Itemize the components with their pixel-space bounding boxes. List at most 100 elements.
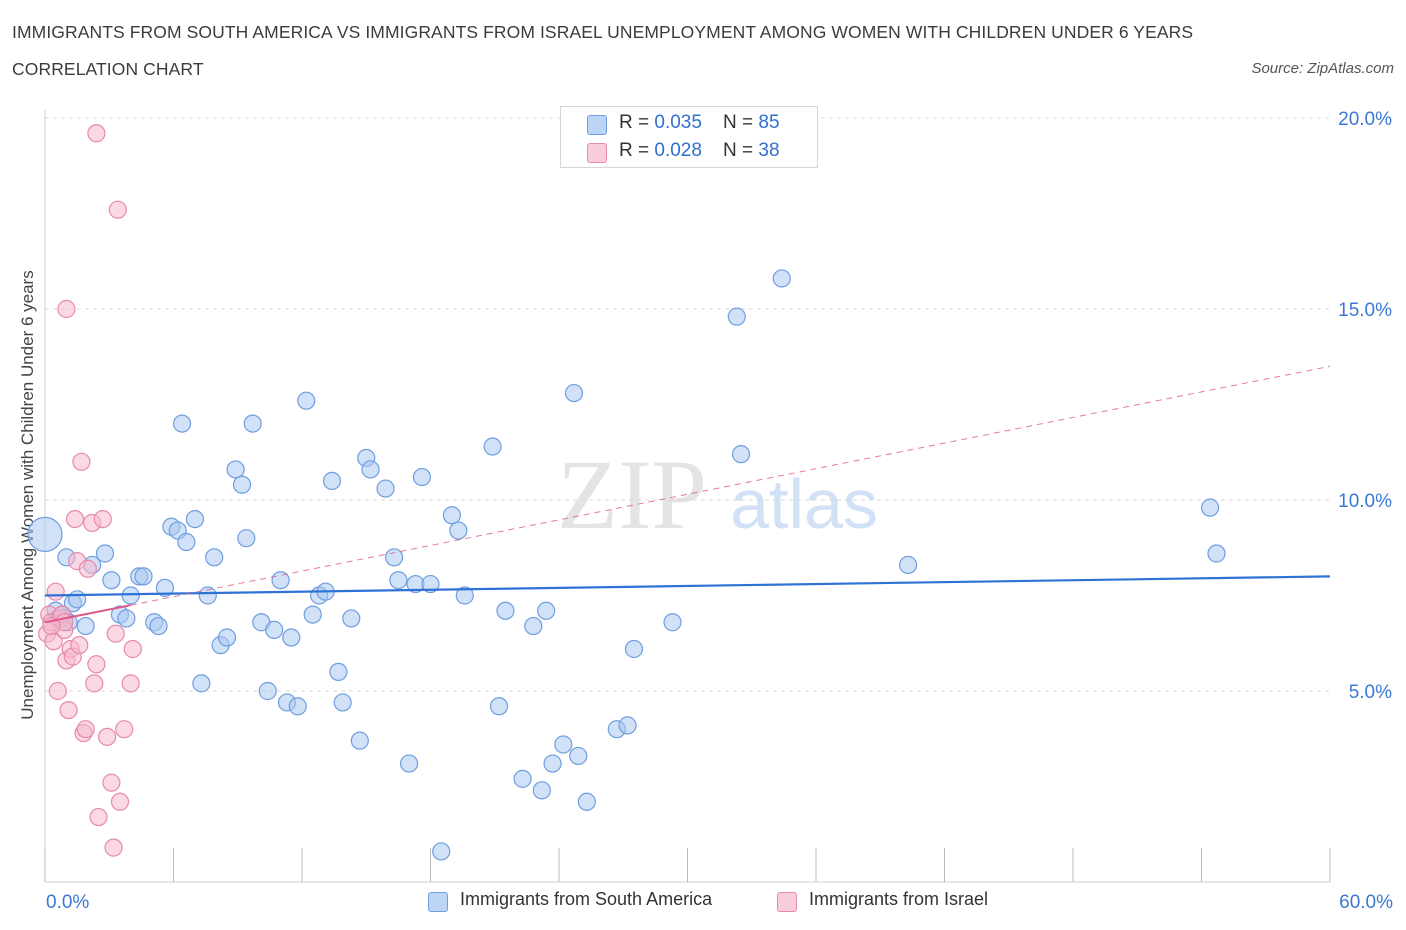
trend-line-israel-solid [44, 604, 131, 624]
point-south-america [134, 567, 153, 586]
point-south-america [554, 735, 573, 754]
legend-swatch-blue [587, 115, 607, 135]
point-south-america [333, 693, 352, 712]
point-south-america [577, 792, 596, 811]
point-israel [48, 681, 67, 701]
point-israel [59, 700, 78, 720]
point-israel [108, 200, 127, 219]
point-south-america [117, 609, 136, 628]
point-south-america [421, 574, 440, 594]
point-israel [104, 838, 123, 857]
point-south-america [361, 460, 380, 479]
point-south-america [524, 616, 543, 636]
point-south-america [322, 471, 342, 490]
correlation-legend: R = 0.035 N = 85 R = 0.028 N = 38 [560, 106, 818, 168]
legend-n-value: 38 [758, 140, 780, 161]
point-israel [93, 509, 112, 529]
series-legend: Immigrants from South America Immigrants… [0, 888, 1406, 916]
legend-r-label: R = [619, 112, 655, 133]
point-south-america [376, 479, 395, 498]
point-israel [106, 624, 125, 643]
point-south-america [243, 414, 262, 433]
point-israel [57, 299, 76, 319]
point-south-america [102, 571, 121, 590]
legend-swatch-pink [777, 892, 797, 912]
legend-swatch-blue [428, 892, 448, 912]
point-south-america [496, 601, 515, 620]
point-israel [76, 720, 95, 739]
point-south-america [68, 590, 87, 609]
legend-n-value: 85 [758, 112, 780, 133]
point-south-america [543, 754, 562, 773]
point-israel [78, 559, 97, 578]
point-south-america [121, 586, 140, 605]
point-south-america [185, 509, 205, 529]
point-south-america [342, 609, 361, 628]
legend-r-value: 0.035 [654, 112, 702, 133]
y-tick-label: 20.0% [1338, 109, 1392, 130]
point-israel [65, 509, 85, 529]
point-south-america [412, 467, 432, 487]
point-south-america [455, 586, 474, 605]
point-south-america [727, 307, 746, 326]
point-south-america [399, 754, 419, 773]
point-south-america [731, 445, 751, 464]
y-tick-label: 10.0% [1338, 491, 1392, 512]
point-south-america [155, 578, 175, 597]
trend-line-south-america [44, 575, 1331, 597]
x-tick-label: 60.0% [1339, 892, 1393, 913]
point-israel [115, 720, 134, 739]
point-south-america [1207, 544, 1226, 563]
point-israel [46, 582, 65, 601]
point-south-america [1200, 498, 1220, 517]
point-south-america [389, 571, 408, 590]
point-south-america [303, 605, 322, 624]
point-south-america [624, 639, 644, 659]
point-south-america [564, 383, 584, 403]
point-south-america [449, 521, 468, 540]
point-south-america [76, 616, 95, 636]
point-south-america [489, 697, 509, 716]
point-south-america [483, 437, 502, 456]
point-israel [89, 807, 108, 827]
point-south-america [217, 628, 237, 647]
legend-swatch-pink [587, 143, 607, 163]
point-south-america [149, 616, 168, 636]
watermark-zip: ZIP [557, 439, 707, 550]
data-points [27, 124, 1226, 861]
y-tick-label: 5.0% [1349, 682, 1392, 703]
legend-label-israel: Immigrants from Israel [809, 889, 989, 909]
point-south-america [537, 601, 556, 620]
point-south-america [618, 716, 637, 735]
watermark-atlas: atlas [730, 465, 878, 543]
point-israel [87, 655, 106, 674]
point-south-america [265, 620, 284, 639]
x-tick-label: 0.0% [46, 892, 89, 913]
point-south-america [350, 731, 369, 750]
legend-n-label: N = [723, 112, 759, 133]
point-israel [123, 639, 142, 659]
point-israel [70, 636, 89, 655]
point-south-america [772, 269, 791, 288]
watermark: ZIP atlas [557, 439, 878, 550]
axes [44, 110, 1331, 883]
point-south-america [226, 460, 245, 479]
point-south-america [329, 662, 348, 682]
point-south-america [232, 475, 252, 494]
legend-label-south-america: Immigrants from South America [460, 889, 713, 909]
point-south-america [569, 746, 588, 766]
point-south-america [205, 548, 224, 567]
point-israel [121, 674, 140, 693]
point-south-america [258, 681, 277, 701]
point-israel [102, 773, 121, 792]
point-south-america [192, 674, 211, 693]
point-south-america [198, 586, 217, 605]
point-south-america [177, 532, 196, 552]
point-south-america [237, 529, 256, 548]
trend-lines [44, 365, 1331, 624]
point-south-america [898, 555, 918, 575]
point-israel [98, 727, 117, 746]
point-south-america [384, 548, 404, 567]
point-south-america [297, 391, 316, 410]
point-israel [72, 452, 91, 471]
